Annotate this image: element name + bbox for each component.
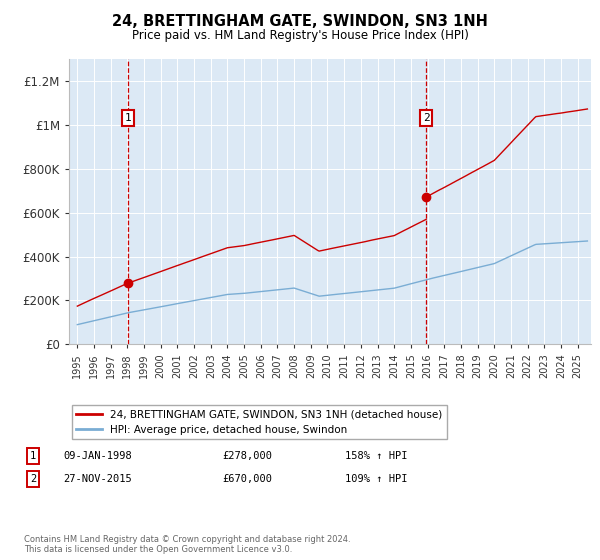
Text: 1: 1 xyxy=(124,113,131,123)
Text: Price paid vs. HM Land Registry's House Price Index (HPI): Price paid vs. HM Land Registry's House … xyxy=(131,29,469,42)
Legend: 24, BRETTINGHAM GATE, SWINDON, SN3 1NH (detached house), HPI: Average price, det: 24, BRETTINGHAM GATE, SWINDON, SN3 1NH (… xyxy=(71,405,446,439)
Text: 09-JAN-1998: 09-JAN-1998 xyxy=(63,451,132,461)
Text: 1: 1 xyxy=(30,451,36,461)
Text: 2: 2 xyxy=(423,113,430,123)
Text: 109% ↑ HPI: 109% ↑ HPI xyxy=(345,474,407,484)
Text: 158% ↑ HPI: 158% ↑ HPI xyxy=(345,451,407,461)
Text: Contains HM Land Registry data © Crown copyright and database right 2024.
This d: Contains HM Land Registry data © Crown c… xyxy=(24,535,350,554)
Text: £670,000: £670,000 xyxy=(222,474,272,484)
Text: £278,000: £278,000 xyxy=(222,451,272,461)
Text: 27-NOV-2015: 27-NOV-2015 xyxy=(63,474,132,484)
Text: 24, BRETTINGHAM GATE, SWINDON, SN3 1NH: 24, BRETTINGHAM GATE, SWINDON, SN3 1NH xyxy=(112,14,488,29)
Text: 2: 2 xyxy=(30,474,36,484)
